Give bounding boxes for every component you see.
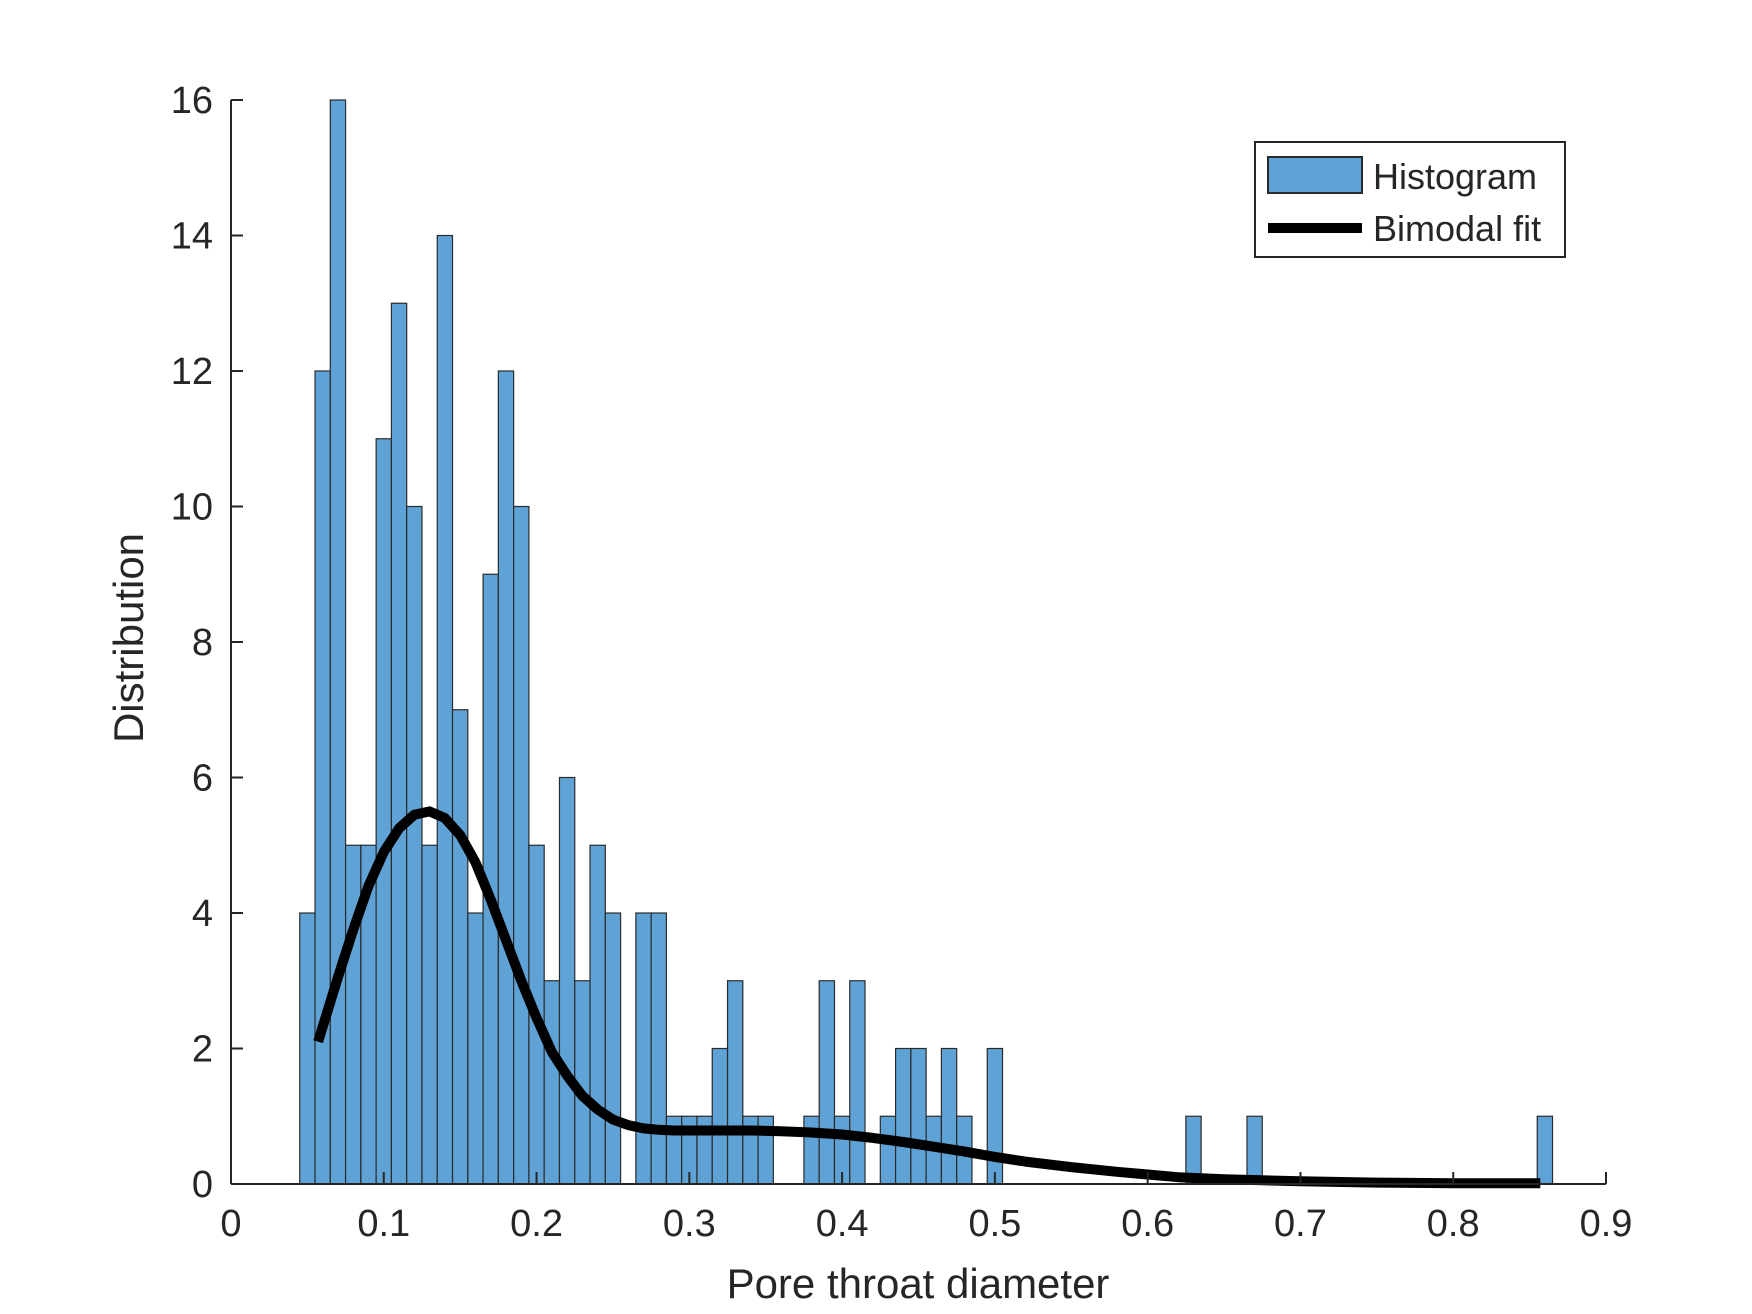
histogram-bar: [879, 1115, 897, 1185]
histogram-bar: [711, 1047, 729, 1185]
histogram-bar: [467, 912, 484, 1185]
y-tick-label: 0: [192, 1164, 213, 1206]
histogram-bar: [803, 1115, 820, 1185]
histogram-bar: [650, 912, 668, 1185]
histogram-bar: [344, 844, 362, 1185]
histogram-bar: [894, 1047, 912, 1185]
x-tick-label: 0.4: [816, 1203, 869, 1245]
histogram-bar: [1246, 1115, 1263, 1185]
histogram-bar: [497, 370, 515, 1185]
x-tick-label: 0.8: [1427, 1203, 1480, 1245]
legend-histogram-swatch: [1267, 156, 1363, 194]
histogram-bar: [421, 844, 438, 1185]
y-axis-label: Distribution: [105, 533, 152, 743]
histogram-bar: [604, 912, 622, 1185]
histogram-bar: [314, 370, 331, 1185]
histogram-bar: [436, 234, 454, 1185]
x-tick-label: 0.1: [357, 1203, 410, 1245]
bimodal-fit-line: [313, 806, 1541, 1189]
x-tick-label: 0.6: [1121, 1203, 1174, 1245]
histogram-bar: [986, 1047, 1004, 1185]
x-axis-label: Pore throat diameter: [727, 1260, 1110, 1307]
histogram-bar: [375, 438, 393, 1185]
histogram-bar: [726, 980, 744, 1185]
histogram-bar: [635, 912, 652, 1185]
y-tick-label: 6: [192, 758, 213, 800]
histogram-bar: [558, 776, 576, 1185]
x-tick-labels: 0 0.1 0.2 0.3 0.4 0.5 0.6 0.7 0.8 0.9: [220, 1172, 1632, 1245]
y-tick-label: 12: [171, 351, 213, 393]
fit-curve-layer: [313, 806, 1541, 1189]
histogram-bar: [940, 1047, 958, 1185]
legend: Histogram Bimodal fit: [1254, 141, 1566, 258]
x-tick-label: 0.3: [663, 1203, 716, 1245]
x-tick-label: 0: [220, 1203, 241, 1245]
histogram-bar: [299, 912, 316, 1185]
legend-fit-label: Bimodal fit: [1373, 208, 1541, 249]
histogram-bar: [390, 302, 408, 1185]
legend-histogram-label: Histogram: [1373, 156, 1537, 197]
y-tick-label: 14: [171, 216, 213, 258]
y-tick-label: 10: [171, 487, 213, 529]
x-tick-label: 0.2: [510, 1203, 563, 1245]
histogram-bar: [329, 99, 347, 1185]
y-tick-label: 16: [171, 80, 213, 122]
histogram-bar: [543, 980, 561, 1185]
x-tick-label: 0.9: [1580, 1203, 1633, 1245]
histogram-bar: [910, 1047, 927, 1185]
histogram-bar: [849, 980, 866, 1185]
y-tick-label: 4: [192, 893, 213, 935]
x-tick-label: 0.7: [1274, 1203, 1327, 1245]
histogram-bar: [818, 980, 836, 1185]
histogram-bar: [451, 709, 469, 1185]
histogram-bar: [589, 844, 606, 1185]
histogram-bar: [1536, 1115, 1554, 1185]
histogram-bar: [513, 505, 530, 1185]
y-tick-label: 8: [192, 622, 213, 664]
y-tick-labels: 0 2 4 6 8 10 12 14 16: [171, 80, 243, 1206]
histogram-bar: [406, 505, 423, 1185]
y-tick-label: 2: [192, 1029, 213, 1071]
x-tick-label: 0.5: [968, 1203, 1021, 1245]
